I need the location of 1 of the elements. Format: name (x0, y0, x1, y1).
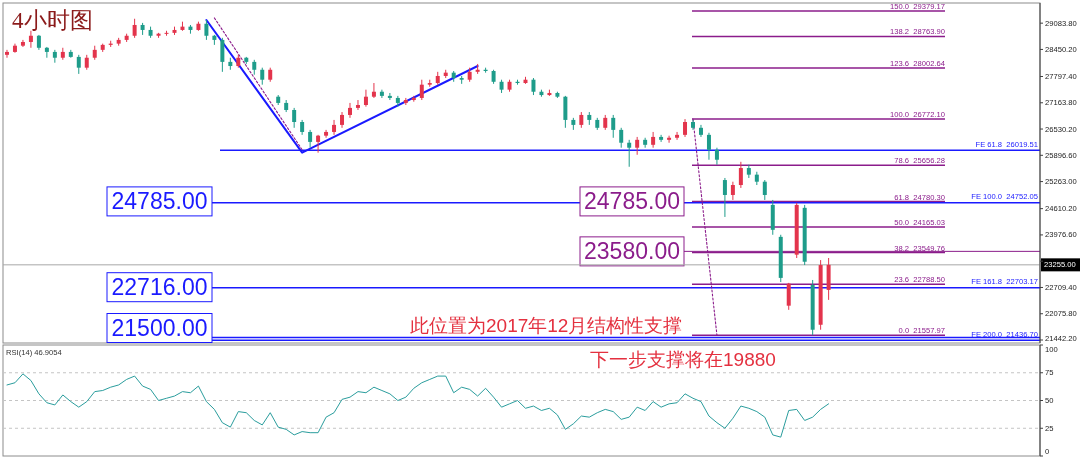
title: 4小时图 (12, 8, 93, 33)
